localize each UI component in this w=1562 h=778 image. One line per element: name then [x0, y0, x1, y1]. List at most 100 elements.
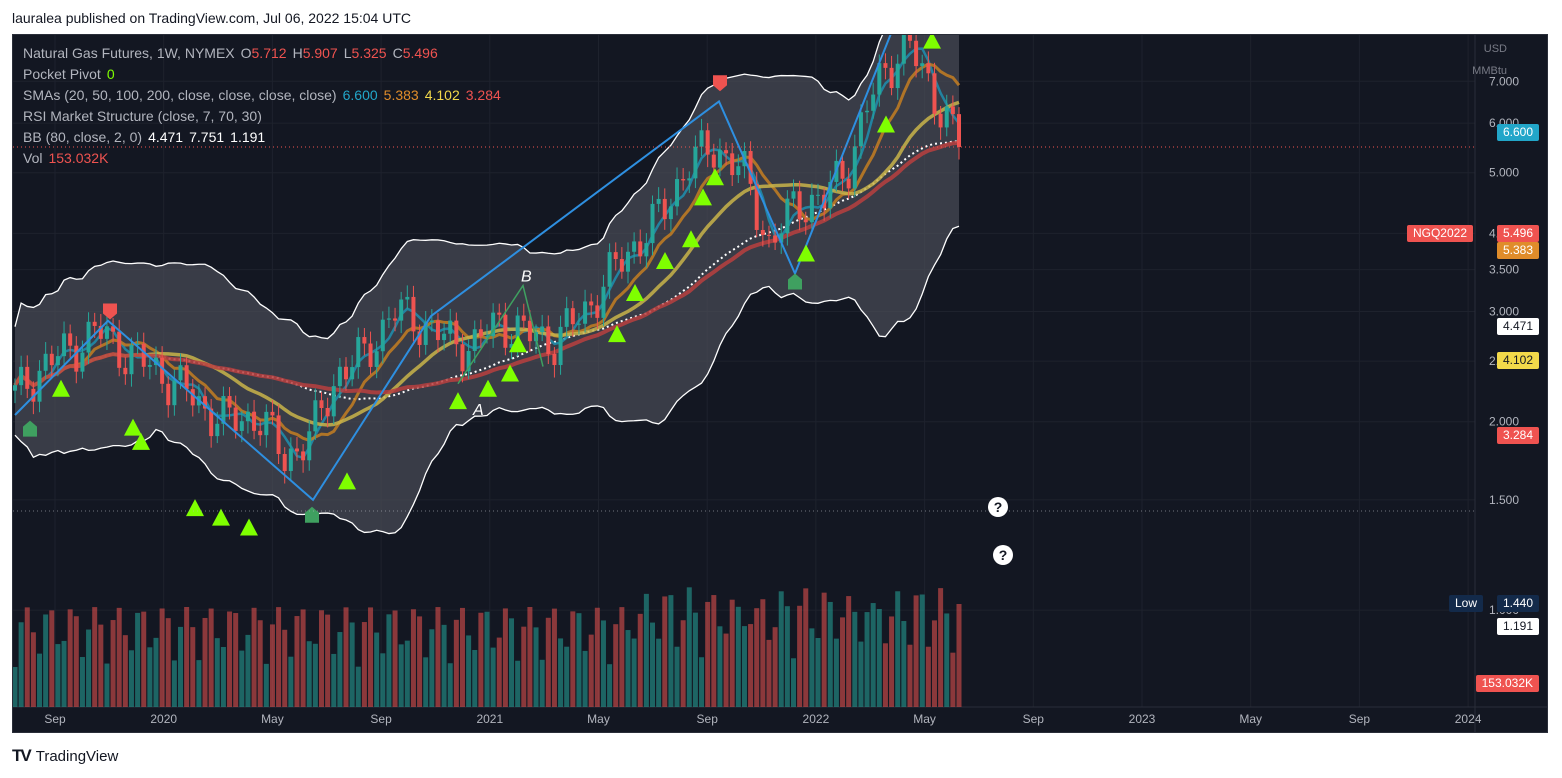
- volume-bar: [662, 596, 668, 707]
- candle-body: [809, 194, 814, 223]
- candle-body: [883, 63, 888, 68]
- candle-body: [301, 451, 306, 461]
- candle-body: [393, 318, 398, 321]
- bb-label: BB (80, close, 2, 0): [23, 129, 143, 145]
- volume-bar: [43, 614, 49, 707]
- volume-bar: [349, 622, 355, 707]
- volume-bar: [619, 607, 625, 707]
- candle-body: [337, 366, 342, 387]
- volume-bar: [214, 638, 220, 707]
- footer-brand[interactable]: TV TradingView: [12, 746, 118, 766]
- volume-bar: [79, 657, 85, 707]
- candle-body: [411, 296, 416, 332]
- volume-bar: [876, 608, 882, 707]
- vol-label: Vol: [23, 150, 43, 166]
- candle-body: [932, 73, 937, 114]
- price-axis-label: 2.000: [1489, 415, 1519, 429]
- candle-body: [203, 396, 208, 409]
- legend-vol[interactable]: Vol 153.032K: [23, 148, 507, 169]
- volume-bar: [447, 663, 453, 707]
- vol-value: 153.032K: [48, 150, 109, 166]
- volume-bar: [570, 611, 576, 707]
- volume-bar: [901, 621, 907, 707]
- pocket-pivot-marker-icon: [626, 283, 644, 301]
- volume-bar: [803, 588, 809, 707]
- candle-body: [111, 326, 116, 332]
- volume-bar: [165, 618, 171, 707]
- candle-body: [258, 430, 263, 436]
- volume-bar: [692, 612, 698, 707]
- candle-body: [865, 110, 870, 113]
- volume-bar: [355, 666, 361, 707]
- volume-bar: [680, 620, 686, 707]
- volume-bar: [386, 614, 392, 707]
- legend-pocket-pivot[interactable]: Pocket Pivot 0: [23, 64, 507, 85]
- candle-body: [613, 252, 618, 260]
- volume-bar: [643, 593, 649, 707]
- symbol-name[interactable]: Natural Gas Futures, 1W, NYMEX: [23, 45, 235, 61]
- volume-bar: [729, 599, 735, 707]
- legend-bb[interactable]: BB (80, close, 2, 0) 4.471 7.751 1.191: [23, 127, 507, 148]
- candle-body: [914, 40, 919, 67]
- candle-body: [509, 344, 514, 348]
- volume-bar: [92, 607, 98, 707]
- candle-body: [668, 206, 673, 220]
- candle-body: [736, 166, 741, 176]
- bb-basis-value: 4.471: [148, 129, 184, 145]
- price-chart[interactable]: Sep 2020 May Sep 2021 May Sep 2022 May Sep 2023 May…: [13, 35, 1548, 733]
- volume-bar: [171, 660, 177, 707]
- legend-rsi[interactable]: RSI Market Structure (close, 7, 70, 30): [23, 106, 507, 127]
- pocket-pivot-marker-icon: [124, 418, 142, 436]
- volume-bar: [907, 644, 913, 707]
- candle-body: [497, 312, 502, 315]
- candle-body: [294, 448, 299, 452]
- pocket-pivot-marker-icon: [501, 364, 519, 382]
- legend-smas[interactable]: SMAs (20, 50, 100, 200, close, close, cl…: [23, 85, 507, 106]
- volume-bar: [576, 613, 582, 707]
- candle-body: [227, 396, 232, 408]
- volume-bar: [515, 660, 521, 707]
- high-value: 5.907: [302, 45, 338, 61]
- volume-bar: [37, 653, 43, 707]
- question-mark-badge[interactable]: ?: [993, 545, 1013, 565]
- volume-bar: [263, 663, 269, 707]
- price-axis-label: 5.000: [1489, 166, 1519, 180]
- candle-body: [724, 150, 729, 154]
- candle-body: [270, 411, 275, 416]
- bb-lower-price-tag: 1.191: [1496, 618, 1539, 635]
- candle-body: [650, 203, 655, 244]
- volume-bar: [300, 609, 306, 707]
- candle-body: [803, 219, 808, 223]
- last-price-tag: 5.496: [1496, 225, 1539, 242]
- volume-bar: [760, 599, 766, 707]
- volume-bar: [190, 627, 196, 707]
- volume-bar: [116, 607, 122, 707]
- candle-body: [957, 114, 961, 148]
- pocket-pivot-marker-icon: [338, 472, 356, 490]
- volume-bar: [343, 607, 349, 707]
- sma200-line: [13, 140, 960, 395]
- candle-body: [380, 319, 385, 352]
- candle-body: [86, 321, 91, 353]
- question-mark-badge[interactable]: ?: [988, 497, 1008, 517]
- sma20-price-tag: 6.600: [1496, 124, 1539, 141]
- candle-body: [123, 367, 128, 375]
- volume-bar: [49, 610, 55, 707]
- pocket-pivot-marker-icon: [706, 168, 724, 186]
- chart-panel[interactable]: Sep 2020 May Sep 2021 May Sep 2022 May Sep 2023 May…: [12, 34, 1548, 733]
- candle-body: [662, 198, 667, 220]
- volume-bar: [159, 608, 165, 707]
- volume-bar: [521, 626, 527, 707]
- legend-symbol-row[interactable]: Natural Gas Futures, 1W, NYMEX O5.712 H5.9…: [23, 43, 507, 64]
- volume-bar: [588, 634, 594, 707]
- pocket-pivot-marker-icon: [877, 115, 895, 133]
- volume-bar: [251, 607, 257, 707]
- volume-bar: [950, 652, 956, 707]
- volume-bar: [815, 637, 821, 707]
- market-structure-zigzag: [14, 35, 892, 502]
- candle-body: [895, 63, 900, 89]
- candle-body: [478, 329, 483, 337]
- candle-body: [13, 385, 17, 391]
- bb-lower-value: 1.191: [230, 129, 266, 145]
- sma200-value: 3.284: [465, 87, 501, 103]
